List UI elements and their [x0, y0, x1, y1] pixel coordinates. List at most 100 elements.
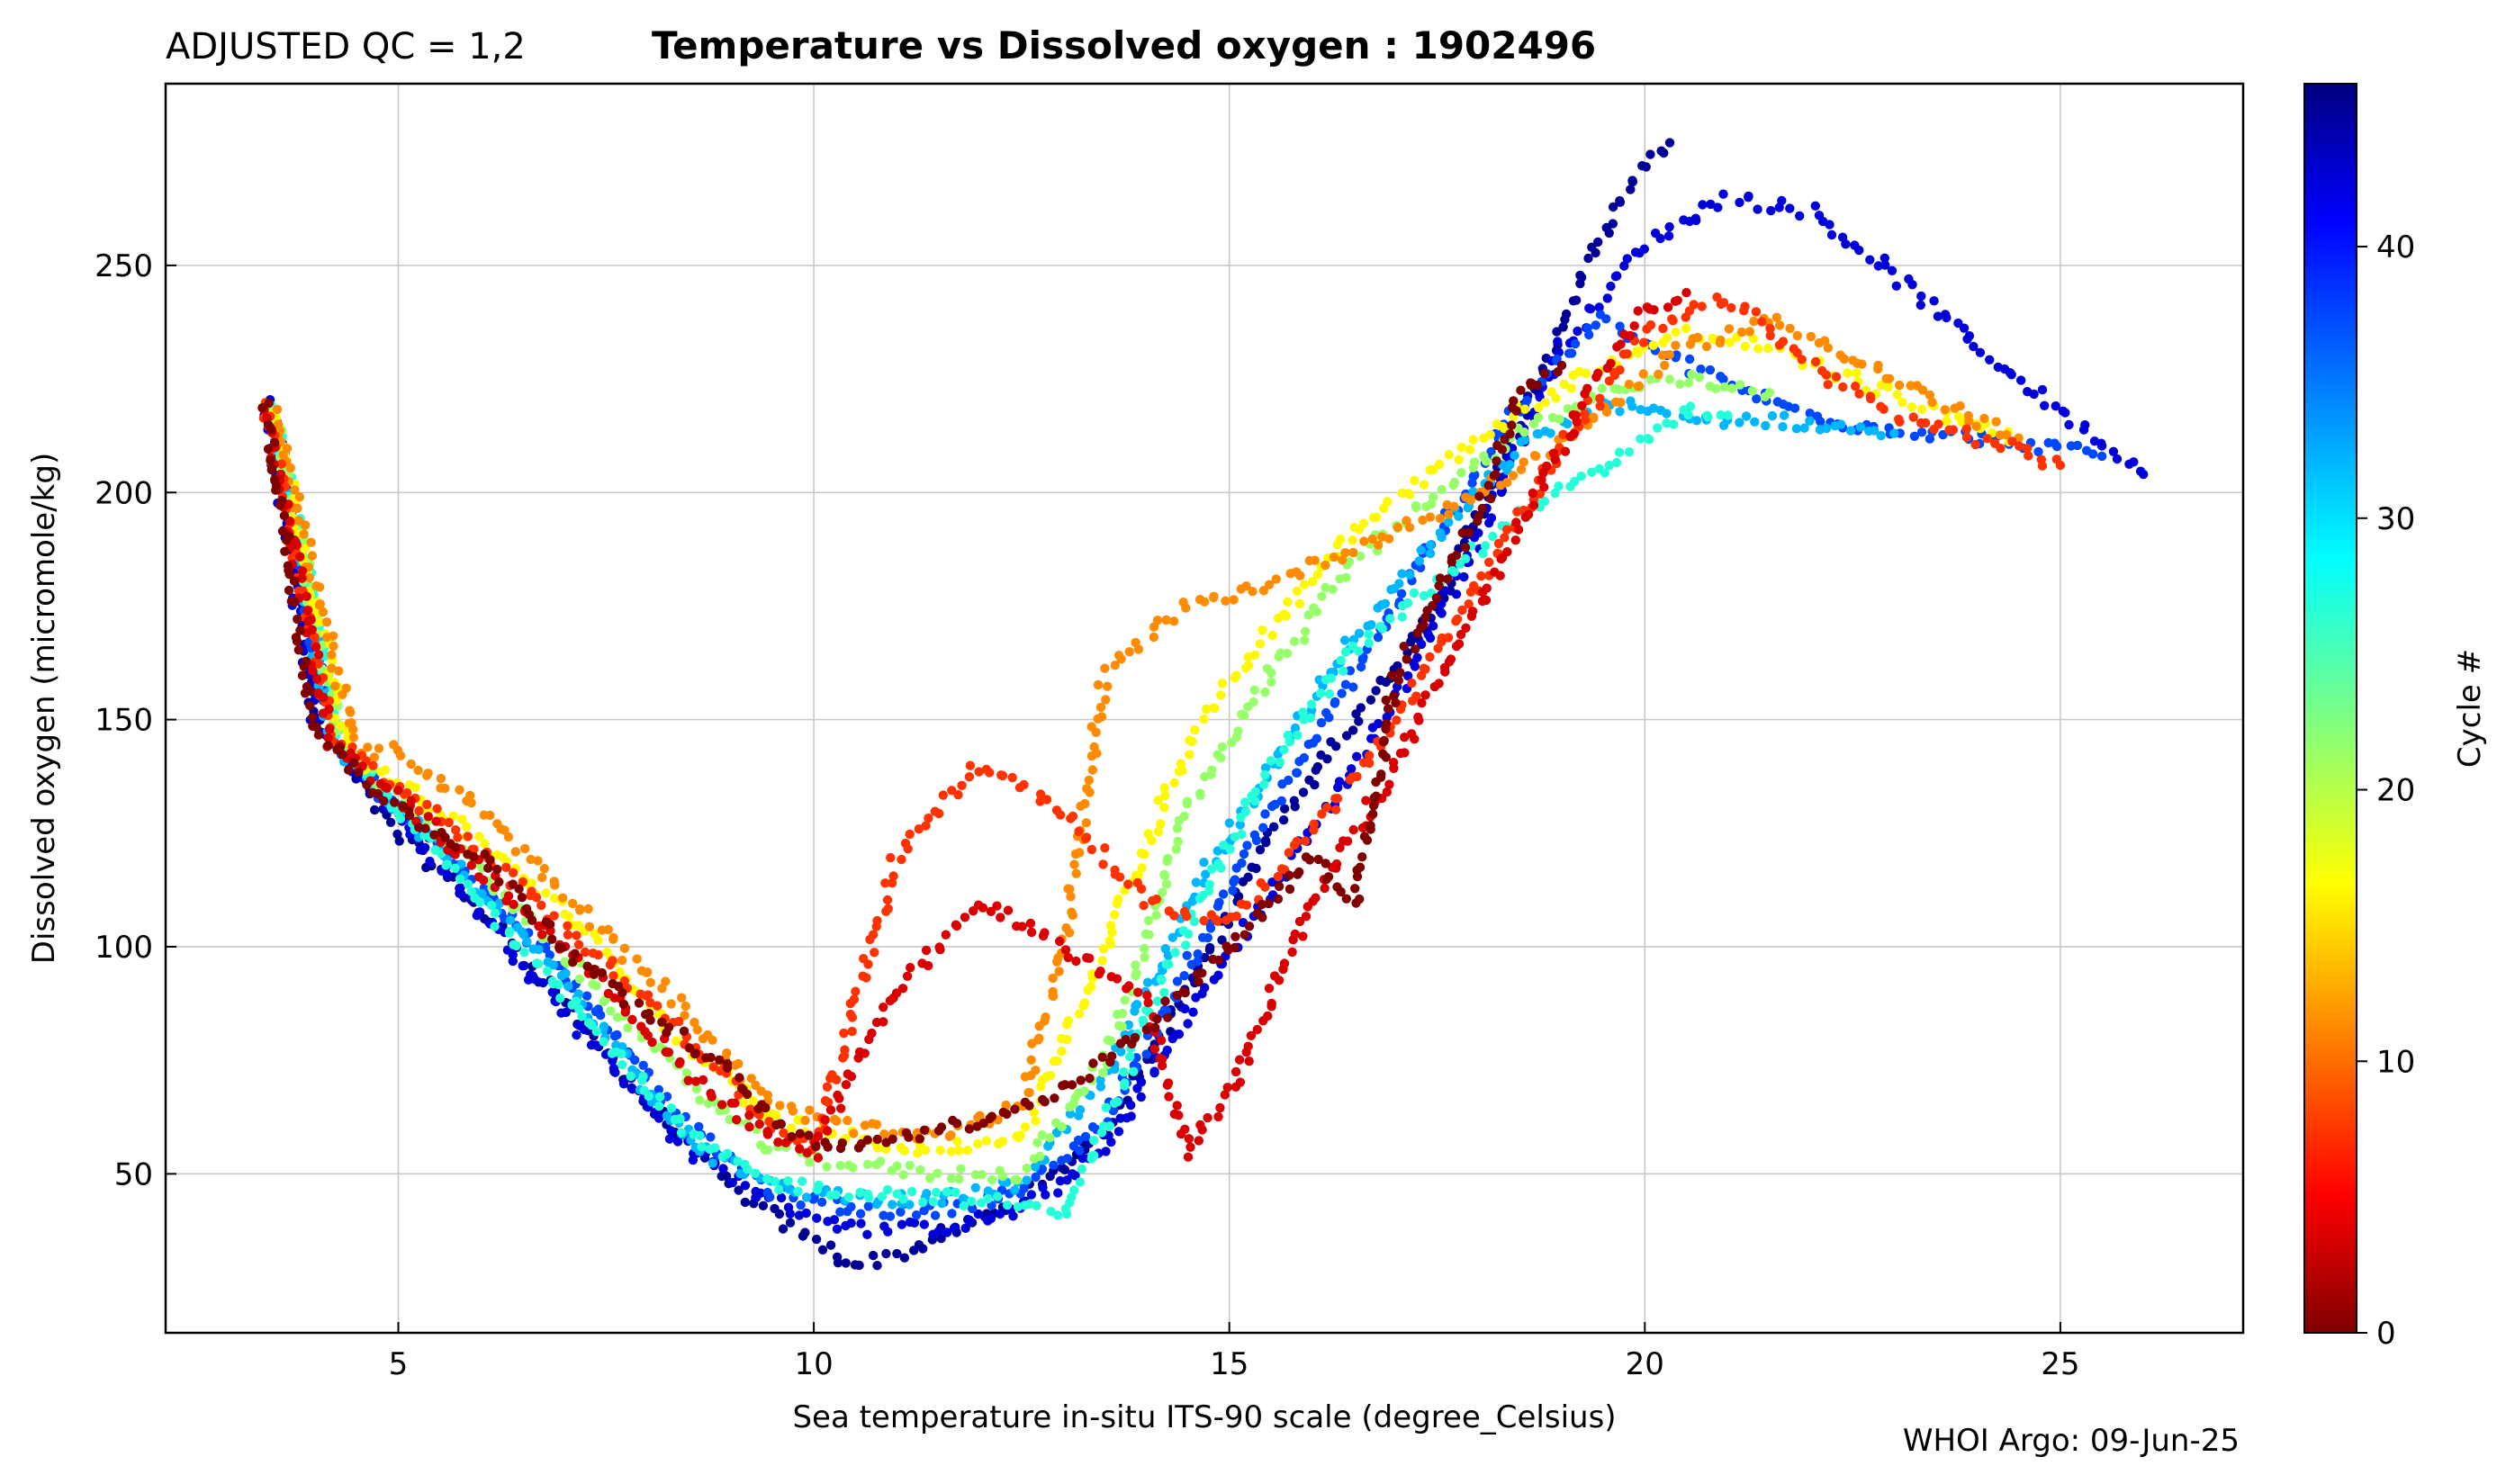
data-point	[1604, 460, 1615, 471]
data-point	[1059, 1080, 1070, 1090]
data-point	[420, 842, 430, 853]
data-point	[301, 520, 311, 530]
data-point	[1230, 942, 1239, 953]
data-point	[1143, 915, 1154, 926]
data-point	[1510, 450, 1519, 461]
data-point	[2064, 419, 2074, 430]
data-point	[1624, 447, 1635, 457]
data-point	[1235, 1077, 1246, 1087]
data-point	[1384, 779, 1394, 789]
y-tick-label-1: 100	[95, 930, 153, 966]
data-point	[1338, 555, 1348, 565]
data-point	[1404, 490, 1415, 499]
data-point	[1810, 201, 1821, 211]
data-point	[1627, 401, 1637, 411]
data-point	[299, 661, 309, 671]
data-point	[330, 713, 340, 724]
data-point	[390, 797, 400, 807]
data-point	[1712, 292, 1722, 302]
data-point	[1095, 967, 1105, 976]
data-point	[1409, 588, 1420, 598]
data-point	[1485, 429, 1495, 440]
data-point	[825, 1240, 836, 1250]
data-point	[1429, 492, 1438, 502]
data-point	[520, 843, 530, 854]
data-point	[1632, 346, 1642, 356]
data-point	[485, 810, 495, 821]
data-point	[706, 1052, 716, 1063]
data-point	[1063, 952, 1073, 963]
data-point	[494, 877, 504, 887]
data-point	[1292, 836, 1303, 847]
data-point	[915, 1134, 924, 1144]
data-point	[1556, 360, 1567, 371]
data-point	[680, 1011, 690, 1021]
data-point	[1046, 1206, 1056, 1217]
data-point	[1218, 889, 1229, 899]
data-point	[1528, 488, 1538, 499]
data-point	[1573, 326, 1582, 337]
data-point	[1149, 1068, 1159, 1078]
data-point	[841, 1080, 852, 1090]
data-point	[422, 799, 432, 810]
data-point	[1248, 697, 1258, 707]
data-point	[1558, 322, 1568, 332]
data-point	[1979, 413, 1989, 424]
data-point	[1299, 580, 1310, 589]
data-point	[1419, 663, 1429, 673]
data-point	[1771, 312, 1782, 322]
data-point	[1068, 811, 1078, 822]
data-point	[1971, 421, 1981, 431]
data-point	[281, 535, 292, 545]
data-point	[414, 805, 424, 816]
data-point	[662, 1092, 672, 1102]
data-point	[1608, 219, 1618, 229]
credit-text: WHOI Argo: 09-Jun-25	[1903, 1423, 2240, 1459]
data-point	[813, 1131, 823, 1141]
series-cycle-38	[258, 292, 2066, 1155]
data-point	[329, 641, 338, 652]
data-point	[859, 954, 869, 964]
data-point	[602, 947, 612, 958]
data-point	[1334, 777, 1345, 787]
data-point	[1048, 986, 1058, 997]
data-point	[977, 1170, 987, 1180]
data-point	[323, 741, 333, 751]
data-point	[742, 1089, 753, 1100]
data-point	[1306, 699, 1317, 709]
data-point	[1718, 374, 1728, 384]
data-point	[776, 1192, 787, 1203]
data-point	[1361, 796, 1371, 805]
data-point	[1364, 638, 1375, 648]
data-point	[490, 908, 500, 918]
data-point	[888, 993, 898, 1003]
data-point	[300, 544, 310, 553]
data-point	[563, 930, 573, 940]
data-point	[1057, 1047, 1067, 1057]
data-point	[1460, 543, 1471, 553]
data-point	[1454, 454, 1464, 464]
data-point	[930, 1210, 941, 1220]
data-point	[832, 1224, 843, 1235]
data-point	[423, 812, 433, 822]
data-point	[293, 645, 303, 655]
data-point	[1412, 652, 1422, 662]
data-point	[1873, 364, 1883, 374]
data-point	[1671, 327, 1681, 337]
colorbar-tick-label-2: 20	[2376, 773, 2415, 809]
data-point	[1595, 393, 1605, 403]
data-point	[1246, 1030, 1257, 1041]
data-point	[583, 904, 593, 914]
data-point	[1294, 598, 1305, 609]
data-point	[608, 971, 618, 981]
x-tick-label-2: 15	[1210, 1346, 1248, 1382]
data-point	[1777, 195, 1787, 206]
data-point	[1766, 205, 1776, 216]
data-point	[1461, 623, 1471, 633]
data-point	[868, 1250, 879, 1261]
data-point	[1364, 629, 1374, 639]
data-point	[293, 503, 302, 513]
data-point	[820, 1115, 830, 1125]
data-point	[1189, 916, 1200, 927]
data-point	[1587, 242, 1597, 252]
